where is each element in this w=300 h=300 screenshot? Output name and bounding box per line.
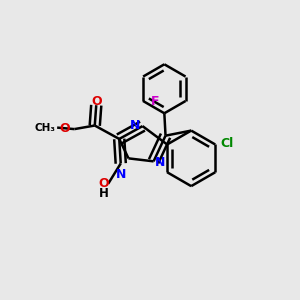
Text: O: O: [60, 122, 70, 135]
Text: CH₃: CH₃: [34, 123, 55, 133]
Text: O: O: [98, 177, 109, 190]
Text: O: O: [91, 94, 102, 107]
Text: N: N: [116, 168, 127, 181]
Text: N: N: [130, 119, 141, 132]
Text: N: N: [155, 156, 165, 169]
Text: Cl: Cl: [220, 137, 234, 150]
Text: F: F: [151, 94, 159, 107]
Text: H: H: [98, 187, 108, 200]
